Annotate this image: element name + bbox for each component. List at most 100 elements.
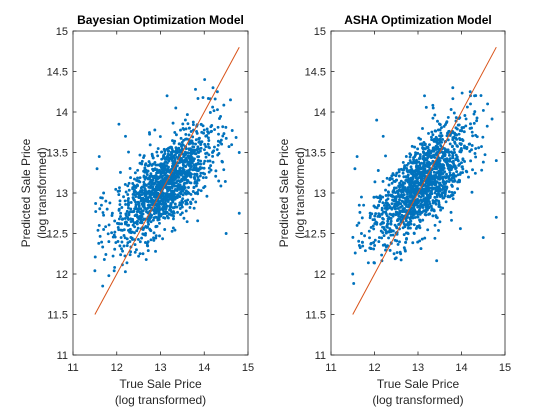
scatter-point (166, 216, 170, 220)
scatter-point (184, 165, 188, 168)
scatter-point (408, 210, 412, 214)
scatter-point (165, 94, 169, 98)
scatter-point (138, 153, 142, 157)
scatter-point (124, 202, 128, 206)
scatter-point (161, 174, 164, 178)
scatter-point (442, 158, 446, 162)
scatter-point (181, 189, 185, 193)
scatter-point (386, 193, 390, 197)
scatter-point (160, 194, 164, 197)
scatter-point (436, 177, 440, 180)
scatter-point (430, 180, 434, 184)
scatter-point (133, 231, 136, 235)
scatter-point (431, 106, 435, 110)
scatter-point (93, 255, 97, 259)
x-axis-label-line: (log transformed) (372, 393, 463, 407)
scatter-point (119, 211, 123, 215)
scatter-point (211, 154, 215, 158)
scatter-point (175, 151, 179, 155)
scatter-point (481, 236, 485, 239)
scatter-point (94, 210, 98, 213)
scatter-point (174, 106, 178, 110)
scatter-point (441, 206, 445, 210)
scatter-point (185, 220, 189, 224)
scatter-point (190, 139, 194, 143)
scatter-point (381, 179, 385, 183)
scatter-point (102, 213, 106, 217)
scatter-point (380, 206, 384, 210)
scatter-point (198, 174, 202, 178)
scatter-point (149, 220, 153, 224)
scatter-point (402, 175, 406, 179)
scatter-point (360, 195, 363, 199)
scatter-point (418, 164, 422, 167)
scatter-point (148, 143, 152, 147)
scatter-point (426, 228, 430, 232)
y-tick-label: 13.5 (47, 148, 68, 160)
scatter-point (439, 140, 442, 144)
scatter-point (396, 201, 400, 205)
scatter-point (136, 191, 140, 195)
scatter-point (221, 125, 225, 129)
scatter-point (143, 240, 147, 244)
scatter-point (147, 203, 151, 207)
scatter-point (138, 176, 142, 180)
scatter-point (212, 109, 216, 113)
scatter-point (173, 202, 177, 206)
scatter-point (208, 111, 212, 114)
scatter-point (150, 152, 154, 156)
scatter-point (471, 134, 475, 138)
scatter-point (135, 221, 139, 224)
scatter-point (404, 240, 408, 244)
scatter-point (161, 237, 165, 241)
scatter-point (400, 204, 404, 208)
scatter-point (377, 236, 381, 239)
scatter-point (395, 171, 399, 175)
scatter-point (481, 135, 485, 139)
scatter-point (376, 169, 380, 172)
scatter-point (169, 178, 172, 182)
scatter-point (435, 216, 439, 220)
scatter-point (421, 218, 425, 222)
scatter-point (419, 173, 423, 177)
scatter-point (467, 175, 470, 179)
scatter-point (127, 150, 130, 154)
x-axis-label-line: (log transformed) (115, 393, 206, 407)
scatter-point (363, 249, 367, 253)
scatter-point (195, 174, 199, 177)
scatter-point (194, 200, 198, 204)
y-axis-label-line: (log transformed) (293, 147, 307, 238)
scatter-point (396, 207, 400, 210)
scatter-point (126, 216, 130, 219)
scatter-point (153, 190, 157, 194)
scatter-point (442, 151, 446, 154)
scatter-point (114, 187, 118, 191)
scatter-point (407, 205, 411, 208)
scatter-point (126, 184, 130, 188)
scatter-point (119, 170, 122, 174)
scatter-point (418, 220, 422, 223)
scatter-point (183, 118, 187, 122)
scatter-point (193, 173, 197, 176)
scatter-point (441, 165, 445, 169)
scatter-point (147, 218, 151, 222)
scatter-point (408, 199, 412, 203)
scatter-point (420, 237, 424, 241)
scatter-point (222, 132, 226, 136)
scatter-point (149, 199, 153, 203)
scatter-point (189, 181, 193, 185)
scatter-point (412, 158, 416, 162)
scatter-point (431, 214, 435, 218)
scatter-point (452, 173, 456, 177)
scatter-point (418, 175, 422, 179)
scatter-point (196, 219, 200, 223)
y-tick-label: 11 (57, 350, 68, 362)
scatter-point (173, 158, 177, 162)
scatter-point (397, 174, 401, 178)
scatter-point (166, 189, 170, 193)
scatter-point (446, 194, 450, 198)
x-tick-label: 13 (154, 362, 166, 374)
scatter-point (464, 117, 468, 121)
scatter-point (121, 249, 125, 253)
scatter-point (120, 222, 123, 226)
